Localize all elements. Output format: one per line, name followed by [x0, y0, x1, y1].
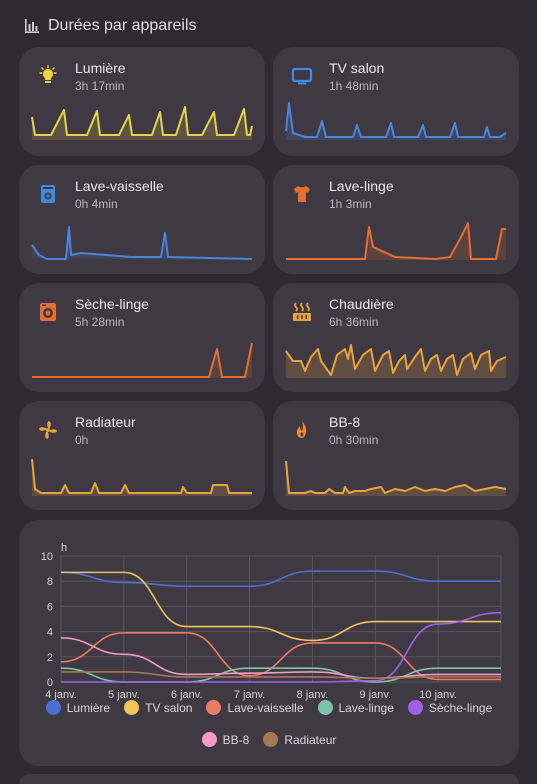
series-line-tv-salon	[61, 571, 501, 642]
device-name: BB-8	[329, 414, 361, 430]
television-icon	[291, 67, 313, 85]
legend-label: Radiateur	[284, 732, 337, 747]
device-duration: 1h 48min	[329, 79, 379, 93]
duration-chart-card: h 0 2 4 6 8 10 4 janv. 5 janv. 6 janv. 7 janv. 8 ja…	[19, 520, 519, 766]
y-unit-label: h	[61, 542, 67, 554]
heater-icon	[293, 302, 311, 321]
device-duration: 1h 3min	[329, 197, 372, 211]
device-duration: 6h 36min	[329, 315, 379, 329]
legend-item[interactable]: BB-8	[201, 732, 250, 747]
x-tick-label: 5 janv.	[108, 689, 140, 701]
tumble-dryer-icon	[40, 303, 56, 321]
legend-label: TV salon	[145, 700, 193, 715]
duration-line-chart[interactable]: h 0 2 4 6 8 10 4 janv. 5 janv. 6 janv. 7 janv. 8 ja…	[19, 540, 519, 710]
legend-swatch	[407, 700, 423, 715]
device-name: Lave-vaisselle	[75, 178, 164, 194]
device-duration: 0h 30min	[329, 433, 379, 447]
device-card-seche-linge[interactable]: Sèche-linge 5h 28min	[19, 283, 265, 392]
fan-icon	[39, 421, 57, 439]
device-name: Radiateur	[75, 414, 136, 430]
device-card-lumiere[interactable]: Lumière 3h 17min	[19, 47, 265, 156]
legend-label: Lumière	[66, 700, 111, 715]
device-name: Lumière	[75, 60, 126, 76]
y-tick-label: 2	[47, 652, 53, 664]
device-card-tv-salon[interactable]: TV salon 1h 48min	[273, 47, 519, 156]
device-card-chaudiere[interactable]: Chaudière 6h 36min	[273, 283, 519, 392]
x-tick-label: 10 janv.	[419, 689, 457, 701]
legend-swatch	[263, 732, 279, 747]
series-line-lumi-re	[60, 570, 501, 588]
legend-label: Lave-linge	[338, 700, 394, 715]
sparkline-chaudiere	[285, 344, 507, 378]
legend-label: Sèche-linge	[428, 700, 493, 715]
legend-swatch	[206, 700, 222, 715]
sparkline-lave-vaisselle	[31, 226, 253, 260]
y-tick-label: 6	[47, 601, 53, 613]
y-tick-label: 10	[41, 551, 53, 563]
legend-item[interactable]: Sèche-linge	[407, 700, 493, 715]
legend-swatch	[201, 732, 217, 747]
legend-item[interactable]: Lumière	[45, 700, 111, 715]
sparkline-bb-8	[285, 460, 507, 496]
x-tick-label: 7 janv.	[234, 689, 266, 701]
legend-swatch	[45, 700, 61, 715]
x-tick-label: 6 janv.	[171, 689, 203, 701]
device-name: Chaudière	[329, 296, 394, 312]
series-line-bb-8	[60, 637, 501, 680]
series-line-radiateur	[60, 671, 501, 680]
legend-item[interactable]: TV salon	[124, 700, 192, 715]
device-name: Sèche-linge	[75, 296, 149, 312]
chart-legend-row-1: Lumière TV salon Lave-vaisselle Lave-linge S…	[19, 700, 519, 715]
sparkline-lumiere	[31, 106, 253, 140]
x-tick-label: 9 janv.	[359, 689, 391, 701]
legend-label: BB-8	[222, 732, 250, 747]
legend-label: Lave-vaisselle	[227, 700, 304, 715]
device-duration: 0h 4min	[75, 197, 118, 211]
y-tick-label: 8	[47, 576, 53, 588]
legend-item[interactable]: Radiateur	[263, 732, 336, 747]
sparkline-tv-salon	[285, 102, 507, 140]
device-duration: 5h 28min	[75, 315, 125, 329]
tshirt-icon	[294, 186, 310, 202]
device-duration: 0h	[75, 433, 89, 447]
y-tick-label: 0	[47, 677, 53, 689]
section-header: Durées par appareils	[24, 14, 197, 38]
legend-swatch	[124, 700, 140, 715]
x-tick-label: 8 janv.	[297, 689, 329, 701]
device-card-lave-linge[interactable]: Lave-linge 1h 3min	[273, 165, 519, 274]
chart-legend-row-2: BB-8 Radiateur	[19, 732, 519, 747]
sparkline-lave-linge	[286, 222, 506, 260]
dishwasher-icon	[41, 185, 55, 203]
series-line-s-che-linge	[61, 611, 502, 683]
device-name: TV salon	[329, 60, 385, 76]
device-name: Lave-linge	[329, 178, 394, 194]
chart-bar-icon	[25, 19, 39, 33]
legend-item[interactable]: Lave-linge	[317, 700, 394, 715]
fire-icon	[296, 421, 307, 438]
y-tick-label: 4	[47, 627, 53, 639]
x-tick-label: 4 janv.	[45, 689, 77, 701]
sparkline-seche-linge	[32, 342, 253, 378]
sparkline-radiateur	[31, 458, 252, 496]
device-duration: 3h 17min	[75, 79, 125, 93]
next-card-edge	[19, 774, 519, 784]
section-title: Durées par appareils	[48, 17, 197, 34]
lightbulb-icon	[39, 65, 57, 83]
legend-swatch	[317, 700, 333, 715]
device-card-bb-8[interactable]: BB-8 0h 30min	[273, 401, 519, 510]
device-card-radiateur[interactable]: Radiateur 0h	[19, 401, 265, 510]
legend-item[interactable]: Lave-vaisselle	[206, 700, 304, 715]
device-card-lave-vaisselle[interactable]: Lave-vaisselle 0h 4min	[19, 165, 265, 274]
